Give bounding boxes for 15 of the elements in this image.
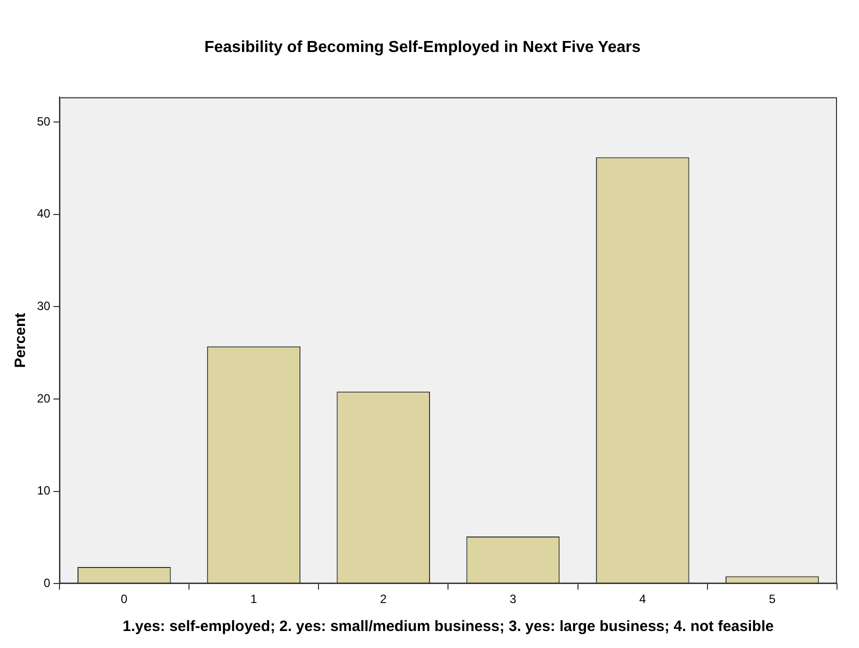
x-tick-label: 0 [120,592,128,606]
y-tick-label: 30 [36,299,51,314]
x-axis-title: 1.yes: self-employed; 2. yes: small/medium business; 3. yes: large business; 4. not feasible [122,618,774,636]
y-tick-label: 50 [36,114,51,128]
chart-title: Feasibility of Becoming Self-Employed in Next Five Years [204,39,641,56]
y-tick-label: 10 [36,484,51,498]
y-tick-label: 20 [36,391,51,406]
x-tick-label: 3 [510,592,517,606]
x-tick-label: 1 [250,592,258,606]
y-tick-label: 0 [44,576,51,590]
x-tick-label: 5 [768,592,776,606]
y-axis-title: Percent [12,312,30,368]
x-tick-label: 2 [380,592,388,606]
x-tick-label: 4 [639,592,646,606]
y-tick-label: 40 [36,206,51,221]
